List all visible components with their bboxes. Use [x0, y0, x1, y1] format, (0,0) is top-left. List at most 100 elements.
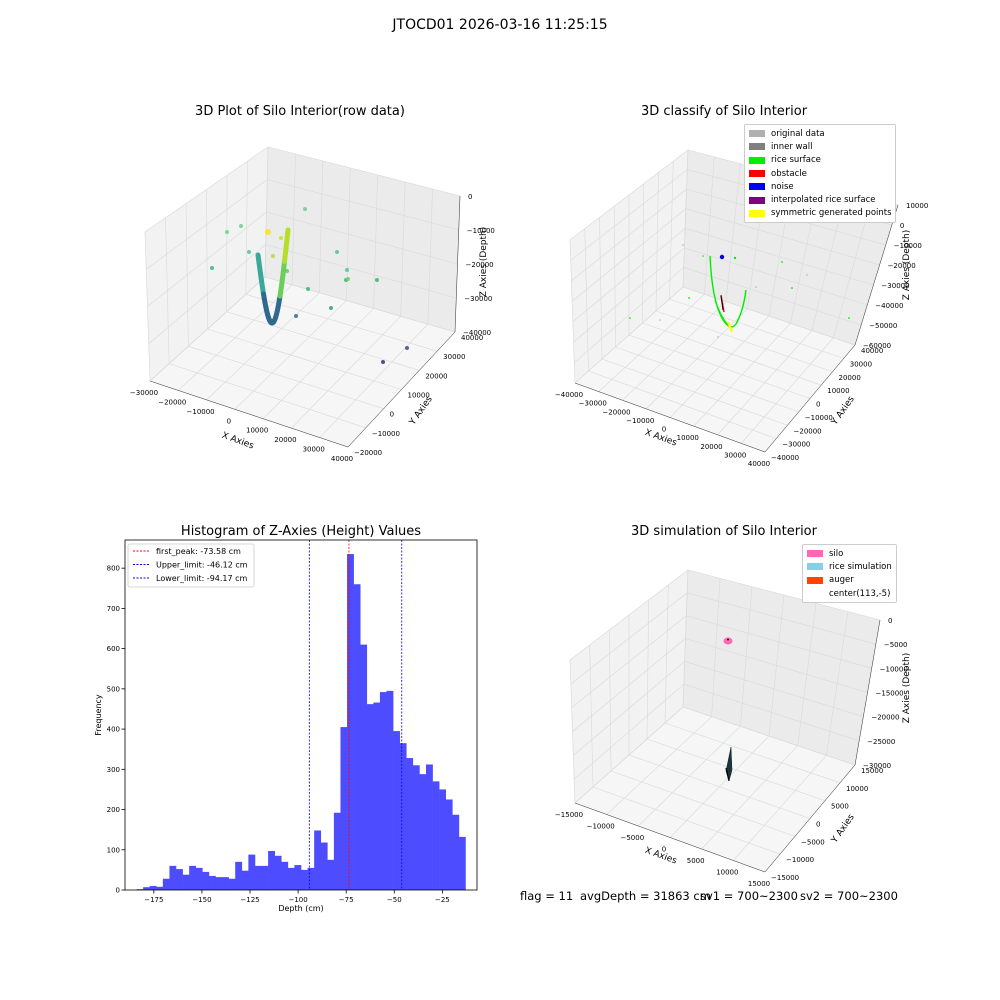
histogram-bar [320, 842, 328, 890]
raw-3d-plot[interactable]: −30000−20000−10000010000200003000040000−… [0, 0, 500, 500]
raw-data-point [345, 268, 349, 272]
grid-line [570, 592, 688, 685]
classify-plot-title: 3D classify of Silo Interior [640, 104, 808, 119]
legend-label: noise [771, 181, 794, 192]
grid-line [682, 286, 856, 346]
raw-3d-points [210, 207, 409, 364]
legend-swatch [749, 170, 765, 178]
histogram-bar [353, 584, 361, 890]
histogram-bar [347, 554, 354, 890]
simulation-y-axis-label: Y Axies [829, 812, 857, 845]
classify-3d-plot[interactable]: −40000−30000−20000−100000100002000030000… [500, 0, 1000, 500]
grid-line [592, 786, 781, 855]
raw-data-point [285, 269, 289, 273]
histogram-bar [241, 870, 249, 890]
legend-label: obstacle [771, 168, 807, 179]
legend-swatch [807, 576, 823, 584]
y-tick-label: 10000 [827, 387, 849, 395]
grid-line [572, 228, 686, 322]
x-tick-label: −100 [288, 896, 307, 904]
grid-line [569, 149, 689, 241]
legend-label: original data [771, 128, 825, 139]
z-tick-label: 0 [888, 617, 892, 625]
raw-z-axis-label: Z Axies (Depth) [479, 227, 489, 298]
raw-data-point [306, 287, 310, 291]
y-tick-label: 800 [107, 565, 120, 573]
grid-line [573, 661, 685, 756]
y-tick-label: −10000 [805, 414, 833, 422]
grid-line [571, 615, 687, 708]
grid-line [569, 569, 689, 661]
z-axis-line [854, 619, 881, 766]
x-tick-label: −20000 [158, 398, 186, 406]
silo-marker [723, 637, 733, 645]
raw-3d-tick-labels: −30000−20000−10000010000200003000040000−… [130, 193, 495, 463]
histogram-bars [136, 554, 466, 890]
legend-swatch [749, 143, 765, 151]
grid-line [628, 754, 811, 819]
z-tick-label: −20000 [871, 714, 899, 722]
x-tick-label: 10000 [716, 869, 738, 877]
histogram-bar [307, 867, 315, 890]
y-tick-label: 500 [107, 685, 120, 693]
grid-line [188, 346, 384, 409]
histogram-bar [136, 889, 144, 890]
y-tick-label: 700 [107, 605, 120, 613]
simulation-3d-axes [569, 569, 881, 873]
histogram-bar [399, 743, 407, 890]
y-axis-line [347, 331, 456, 448]
grid-line [584, 228, 589, 372]
histogram-chart[interactable]: −175 −150 −125 −100 −75 −50 −25 0 100 200 300 400 5… [0, 500, 500, 920]
grid-line [685, 638, 868, 693]
grid-line [572, 638, 686, 732]
legend-item-center: center(113,-5) [807, 587, 892, 600]
legend-swatch [807, 590, 823, 597]
x-axis-line [574, 382, 766, 453]
raw-data-point [265, 229, 271, 235]
grid-line [573, 247, 685, 343]
raw-data-point [294, 314, 298, 318]
classify-3d-axes [569, 149, 899, 453]
simulation-legend: silo rice simulation auger center(113,-5… [802, 544, 897, 604]
grid-line [569, 239, 576, 384]
grid-line [682, 706, 856, 766]
x-tick-label: 20000 [274, 436, 296, 444]
grid-line [613, 206, 616, 348]
y-tick-label: 30000 [850, 360, 872, 368]
status-avg-depth: avgDepth = 31863 cm [580, 889, 711, 903]
histogram-bar [189, 865, 197, 890]
histogram-x-axis-label: Depth (cm) [278, 904, 323, 913]
histogram-bar [149, 885, 157, 890]
legend-label: interpolated rice surface [771, 195, 876, 206]
grid-line [684, 661, 864, 717]
grid-line [264, 276, 456, 333]
x-tick-label: 30000 [724, 451, 746, 459]
y-axis-line [764, 344, 856, 453]
rice-surface-point [629, 317, 631, 319]
histogram-bar [458, 836, 466, 890]
x-tick-label: 5000 [687, 857, 705, 865]
rice-surface-point [702, 255, 704, 257]
z-tick-label: −10000 [880, 665, 908, 673]
simulation-3d-tick-labels: −15000−10000−5000050001000015000−15000−1… [555, 617, 908, 888]
original-data-point [682, 244, 684, 246]
raw-data-point [210, 266, 214, 270]
histogram-bar [340, 727, 348, 890]
z-tick-label: −25000 [867, 738, 895, 746]
x-tick-label: −40000 [555, 391, 583, 399]
legend-item-inner-wall: inner wall [749, 140, 891, 153]
legend-swatch [749, 196, 765, 204]
y-tick-label: 300 [107, 766, 120, 774]
grid-line [599, 217, 603, 360]
histogram-bar [215, 877, 223, 890]
legend-item-obstacle: obstacle [749, 167, 891, 180]
y-tick-label: 5000 [831, 803, 849, 811]
legend-label-upper-limit: Upper_limit: -46.12 cm [156, 561, 248, 570]
legend-label-first-peak: first_peak: -73.58 cm [156, 547, 241, 556]
classify-3d-points [629, 244, 850, 338]
simulation-3d-plot[interactable]: −15000−10000−5000050001000015000−15000−1… [500, 500, 1000, 900]
raw-surface-segment [285, 227, 291, 238]
grid-line [574, 706, 684, 804]
z-tick-label: −40000 [463, 329, 491, 337]
grid-line [704, 156, 715, 295]
